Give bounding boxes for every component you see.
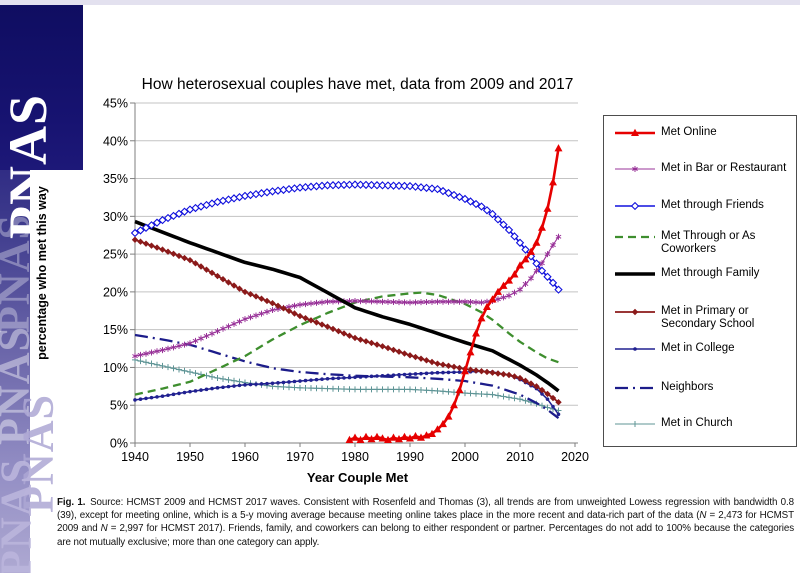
chart-title: How heterosexual couples have met, data … xyxy=(141,76,574,93)
sidebar-header-block xyxy=(0,5,83,170)
x-axis-title: Year Couple Met xyxy=(306,470,409,485)
legend-item-online: Met Online xyxy=(612,126,789,140)
y-tick-label: 45% xyxy=(103,96,128,110)
series-college xyxy=(133,369,561,417)
legend-item-neighbors: Neighbors xyxy=(612,381,789,395)
x-tick-label: 1980 xyxy=(341,450,369,464)
x-tick-label: 1990 xyxy=(396,450,424,464)
series-online xyxy=(345,144,563,444)
y-tick-label: 25% xyxy=(103,248,128,262)
y-tick-label: 0% xyxy=(110,437,128,451)
x-tick-label: 1970 xyxy=(286,450,314,464)
legend-key-online xyxy=(615,128,655,137)
chart-legend: Met Online Met in Bar or Restaurant Met th… xyxy=(603,115,797,447)
x-tick-label: 2000 xyxy=(451,450,479,464)
legend-item-coworkers: Met Through or As Coworkers xyxy=(612,230,789,256)
legend-label: Met in Church xyxy=(661,417,733,429)
legend-item-bar: Met in Bar or Restaurant xyxy=(612,162,789,176)
x-tick-label: 1950 xyxy=(176,450,204,464)
legend-item-church: Met in Church xyxy=(612,417,789,431)
legend-label: Met Online xyxy=(661,126,717,138)
legend-item-family: Met through Family xyxy=(612,267,789,281)
legend-item-friends: Met through Friends xyxy=(612,199,789,213)
legend-key-coworkers xyxy=(615,235,655,239)
series-coworkers xyxy=(134,291,559,396)
legend-label: Met in Primary or Secondary School xyxy=(661,305,755,330)
legend-item-college: Met in College xyxy=(612,342,789,356)
y-tick-label: 20% xyxy=(103,285,128,299)
legend-key-neighbors xyxy=(615,386,655,390)
y-tick-label: 40% xyxy=(103,134,128,148)
legend-label: Met Through or As Coworkers xyxy=(661,230,756,255)
x-tick-label: 1960 xyxy=(231,450,259,464)
figure-caption: Fig. 1. Source: HCMST 2009 and HCMST 201… xyxy=(57,497,794,548)
top-accent-bar xyxy=(0,0,800,5)
y-axis-title: percentage who met this way xyxy=(35,186,49,360)
y-tick-label: 10% xyxy=(103,361,128,375)
y-tick-label: 5% xyxy=(110,399,128,413)
legend-key-school xyxy=(615,308,655,316)
legend-key-college xyxy=(615,347,655,351)
x-tick-label: 2010 xyxy=(506,450,534,464)
y-tick-label: 30% xyxy=(103,210,128,224)
legend-label: Met through Family xyxy=(661,267,760,279)
y-tick-label: 15% xyxy=(103,323,128,337)
legend-key-bar xyxy=(615,166,655,172)
legend-label: Met in Bar or Restaurant xyxy=(661,162,787,174)
legend-label: Met in College xyxy=(661,342,735,354)
series-bar xyxy=(132,233,562,360)
series-friends xyxy=(130,180,563,294)
legend-item-school: Met in Primary or Secondary School xyxy=(612,305,789,331)
legend-label: Met through Friends xyxy=(661,199,764,211)
legend-label: Neighbors xyxy=(661,381,714,393)
legend-key-family xyxy=(615,272,655,276)
series-church xyxy=(132,356,562,414)
x-tick-label: 2020 xyxy=(561,450,589,464)
legend-key-church xyxy=(615,421,655,427)
series-family xyxy=(134,219,560,393)
series-school xyxy=(131,236,562,406)
series-neighbors xyxy=(134,333,560,420)
x-tick-label: 1940 xyxy=(121,450,149,464)
y-tick-label: 35% xyxy=(103,172,128,186)
legend-key-friends xyxy=(615,201,655,211)
